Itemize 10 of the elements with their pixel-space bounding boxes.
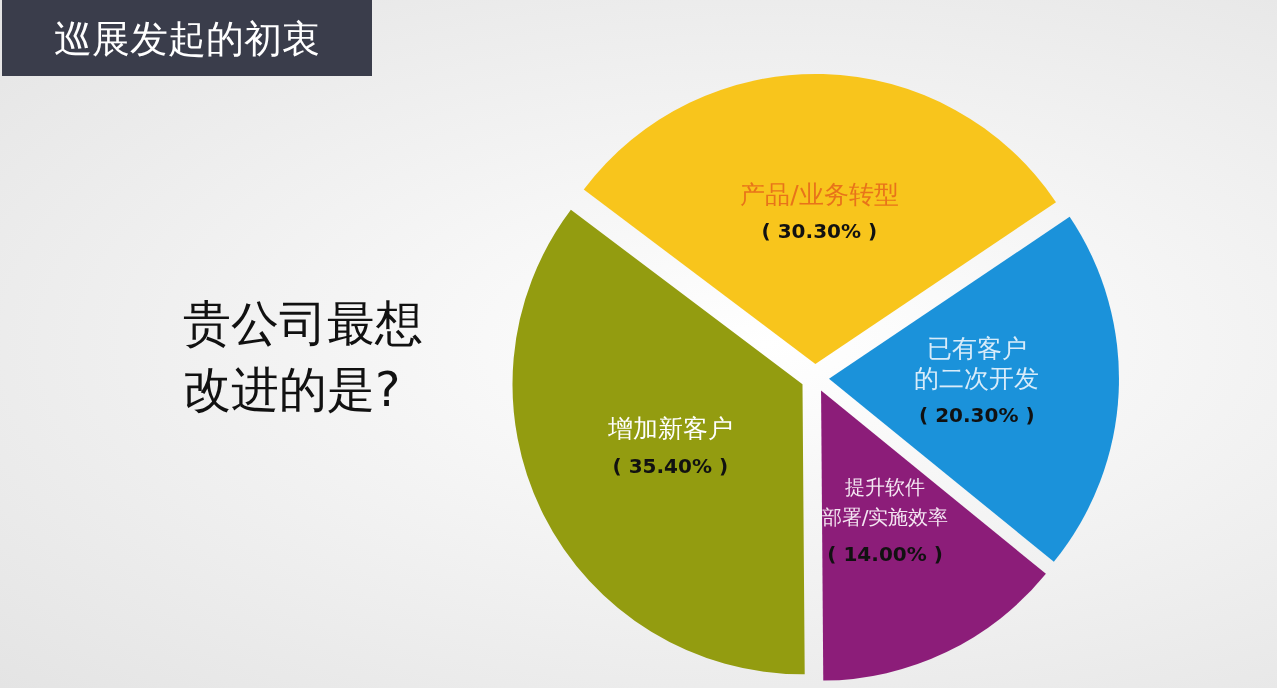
slice-label: 已有客户的二次开发 [914, 333, 1040, 393]
text: 巡展发起的初衷 [54, 17, 320, 61]
data-label: ( 35.40% ) [612, 453, 729, 478]
text: 贵公司最想改进的是? [183, 295, 423, 417]
slice-label: 产品/业务转型 [740, 179, 899, 209]
data-label: ( 30.30% ) [761, 219, 878, 244]
data-label: ( 20.30% ) [919, 403, 1035, 428]
data-label: ( 14.00% ) [827, 542, 943, 567]
slice-label: 提升软件部署/实施效率 [821, 475, 949, 530]
slice-label: 增加新客户 [606, 414, 733, 444]
